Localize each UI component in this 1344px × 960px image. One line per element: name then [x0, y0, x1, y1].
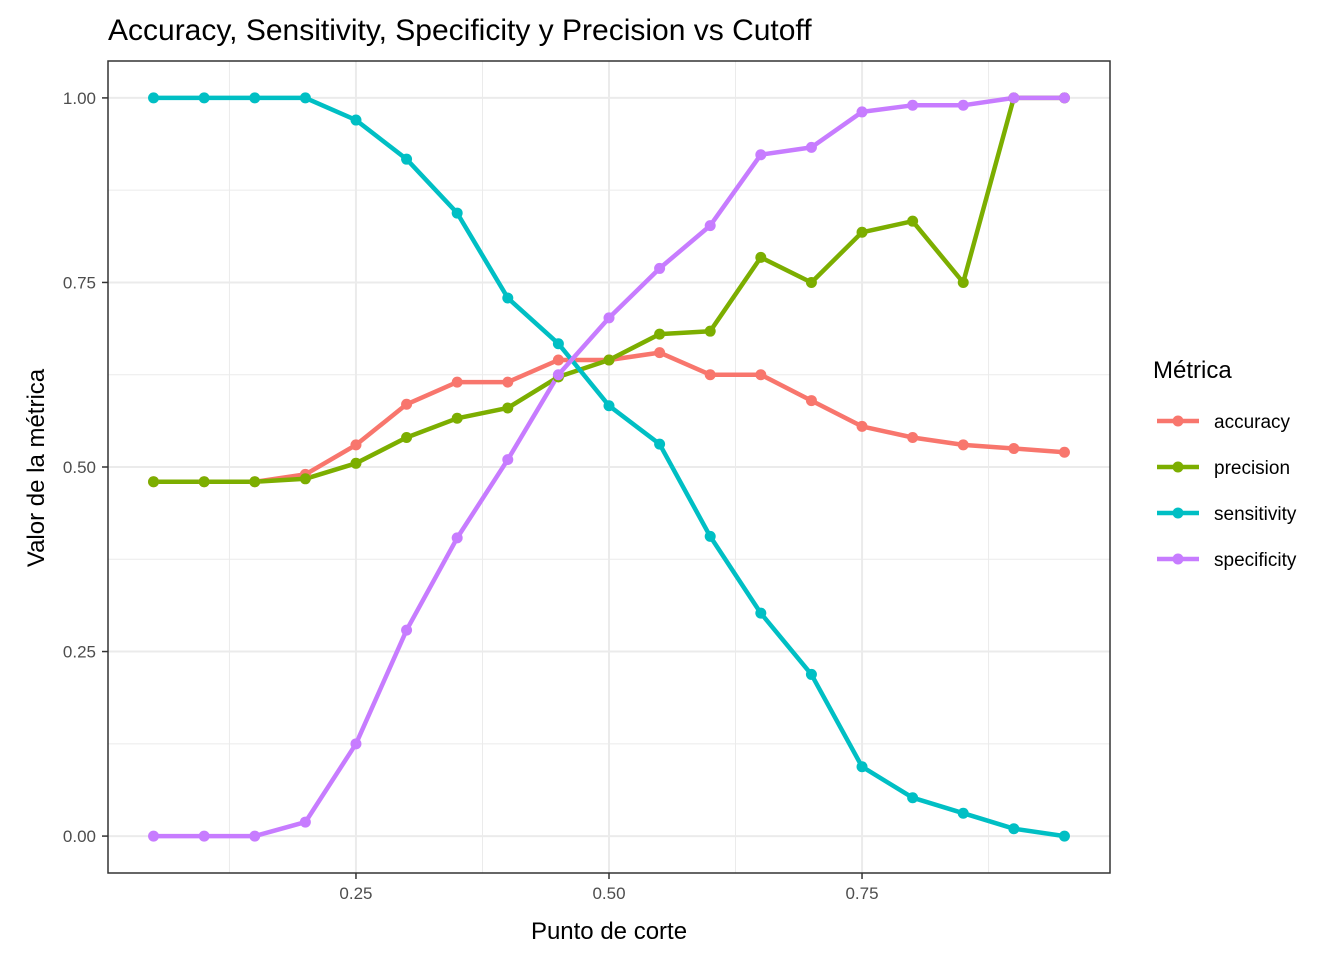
data-point-precision: [198, 476, 210, 488]
legend-label-sensitivity: sensitivity: [1214, 504, 1297, 525]
data-point-accuracy: [957, 439, 969, 451]
data-point-sensitivity: [451, 207, 463, 219]
data-point-sensitivity: [755, 607, 767, 619]
data-point-sensitivity: [401, 153, 413, 165]
data-point-sensitivity: [603, 400, 615, 412]
data-point-specificity: [755, 149, 767, 161]
legend-label-precision: precision: [1214, 458, 1290, 479]
data-point-specificity: [907, 99, 919, 111]
data-point-sensitivity: [704, 530, 716, 542]
legend-key-point-accuracy: [1172, 415, 1184, 427]
data-point-precision: [502, 402, 514, 414]
data-point-accuracy: [704, 369, 716, 381]
data-point-specificity: [401, 624, 413, 636]
x-tick-label: 0.50: [592, 884, 625, 903]
data-point-specificity: [249, 830, 261, 842]
data-point-precision: [907, 215, 919, 227]
y-tick-label: 1.00: [63, 89, 96, 108]
data-point-precision: [350, 457, 362, 469]
data-point-sensitivity: [350, 114, 362, 126]
data-point-specificity: [654, 262, 666, 274]
legend-key-point-precision: [1172, 461, 1184, 473]
data-point-specificity: [957, 99, 969, 111]
data-point-precision: [451, 412, 463, 424]
data-point-specificity: [299, 816, 311, 828]
data-point-precision: [805, 276, 817, 288]
legend-key-point-sensitivity: [1172, 507, 1184, 519]
data-point-specificity: [198, 830, 210, 842]
data-point-accuracy: [856, 420, 868, 432]
data-point-precision: [654, 328, 666, 340]
legend-title: Métrica: [1153, 357, 1232, 384]
data-point-sensitivity: [148, 92, 160, 104]
data-point-precision: [957, 276, 969, 288]
data-point-sensitivity: [502, 292, 514, 304]
data-point-sensitivity: [654, 438, 666, 450]
data-point-sensitivity: [1008, 823, 1020, 835]
data-point-sensitivity: [198, 92, 210, 104]
data-point-sensitivity: [907, 792, 919, 804]
legend: Métrica accuracy precision sensitivity spec…: [1153, 357, 1297, 571]
data-point-precision: [148, 476, 160, 488]
data-point-specificity: [1058, 92, 1070, 104]
data-point-specificity: [856, 106, 868, 118]
data-point-precision: [401, 431, 413, 443]
x-tick-label: 0.25: [339, 884, 372, 903]
data-point-accuracy: [654, 347, 666, 359]
data-point-precision: [755, 251, 767, 263]
data-point-accuracy: [502, 376, 514, 388]
data-point-sensitivity: [249, 92, 261, 104]
data-point-specificity: [603, 312, 615, 324]
data-point-specificity: [552, 369, 564, 381]
data-point-precision: [856, 226, 868, 238]
data-point-sensitivity: [805, 668, 817, 680]
data-point-sensitivity: [1058, 830, 1070, 842]
data-point-precision: [249, 476, 261, 488]
data-point-precision: [704, 325, 716, 337]
y-tick-label: 0.25: [63, 643, 96, 662]
data-point-accuracy: [805, 395, 817, 407]
data-point-accuracy: [1008, 443, 1020, 455]
data-point-specificity: [704, 220, 716, 232]
data-point-specificity: [805, 141, 817, 153]
data-point-precision: [299, 473, 311, 485]
data-point-specificity: [502, 454, 514, 466]
legend-key-point-specificity: [1172, 553, 1184, 565]
data-point-specificity: [148, 830, 160, 842]
data-point-accuracy: [552, 354, 564, 366]
y-tick-label: 0.50: [63, 458, 96, 477]
data-point-accuracy: [1058, 446, 1070, 458]
y-axis-title: Valor de la métrica: [23, 368, 50, 567]
axes: 0.25 0.50 0.75 0.00 0.25 0.50 0.75 1.00: [63, 60, 1111, 903]
plot-panel: [108, 61, 1110, 873]
data-point-sensitivity: [299, 92, 311, 104]
y-tick-label: 0.00: [63, 827, 96, 846]
data-point-precision: [603, 354, 615, 366]
data-point-accuracy: [907, 431, 919, 443]
data-point-specificity: [1008, 92, 1020, 104]
data-point-specificity: [350, 738, 362, 750]
y-tick-label: 0.75: [63, 273, 96, 292]
data-point-accuracy: [755, 369, 767, 381]
data-point-sensitivity: [957, 807, 969, 819]
x-axis-title: Punto de corte: [531, 918, 687, 945]
chart-title: Accuracy, Sensitivity, Specificity y Pre…: [108, 14, 812, 47]
legend-label-specificity: specificity: [1214, 550, 1297, 571]
data-point-specificity: [451, 532, 463, 544]
x-tick-label: 0.75: [845, 884, 878, 903]
legend-label-accuracy: accuracy: [1214, 412, 1291, 433]
data-point-accuracy: [350, 439, 362, 451]
data-point-sensitivity: [552, 338, 564, 350]
data-point-accuracy: [401, 398, 413, 410]
data-point-accuracy: [451, 376, 463, 388]
data-point-sensitivity: [856, 761, 868, 773]
